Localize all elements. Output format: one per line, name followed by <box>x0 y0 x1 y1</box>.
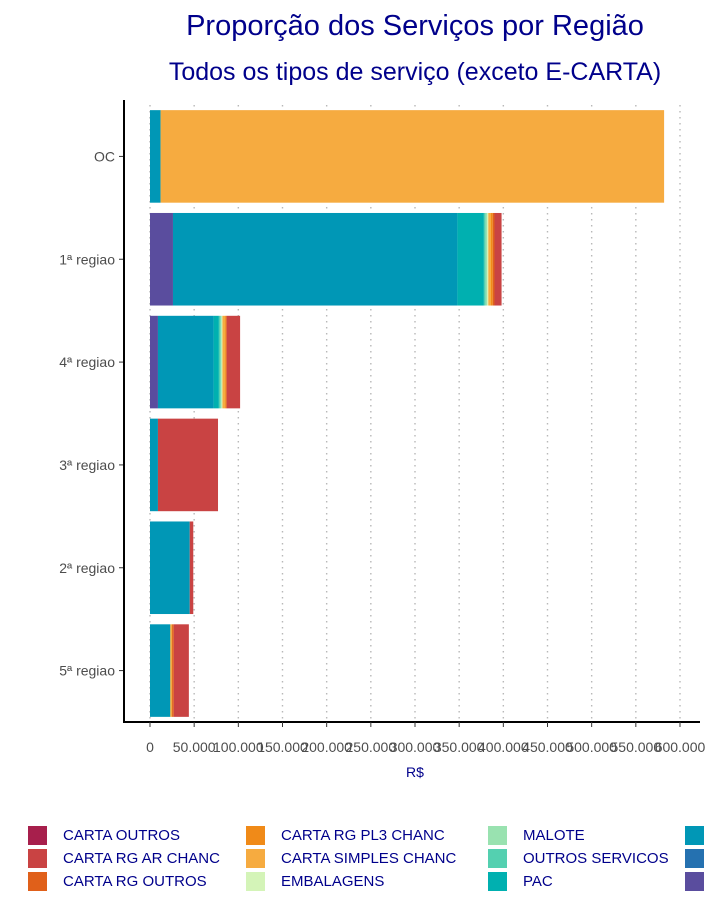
legend-label: CARTA RG OUTROS <box>63 873 207 890</box>
y-tick-label: 3ª regiao <box>59 457 115 473</box>
bars <box>150 110 665 717</box>
bar-segment <box>213 315 219 409</box>
x-axis-label: R$ <box>406 764 424 780</box>
bar-segment <box>170 624 173 717</box>
x-tick-label: 150.000 <box>257 739 308 755</box>
legend-swatch <box>246 849 265 868</box>
legend-label: CARTA SIMPLES CHANC <box>281 850 457 867</box>
bar-segment <box>150 212 173 306</box>
bar-segment <box>150 521 190 615</box>
bar-segment <box>457 212 484 306</box>
bar-segment <box>160 110 665 203</box>
x-tick-label: 400.000 <box>478 739 529 755</box>
legend-label: CARTA RG PL3 CHANC <box>281 827 445 844</box>
bar-segment <box>486 212 489 306</box>
bar-segment <box>157 418 219 512</box>
legend-label: PAC <box>523 873 553 890</box>
bar-segment <box>225 315 227 409</box>
bar-segment <box>150 315 158 409</box>
legend-label: EMBALAGENS <box>281 873 385 890</box>
bar-segment <box>220 315 222 409</box>
y-tick-label: 1ª regiao <box>59 251 115 267</box>
legend-swatch <box>28 826 47 845</box>
bar-segment <box>494 212 502 306</box>
legend-swatch <box>488 849 507 868</box>
x-tick-label: 200.000 <box>301 739 352 755</box>
bar-segment <box>218 315 221 409</box>
bar-segment <box>150 110 161 203</box>
legend-swatch <box>685 826 704 845</box>
bar-segment <box>225 315 226 409</box>
legend-swatch <box>28 849 47 868</box>
x-tick-label: 0 <box>146 739 154 755</box>
y-tick-label: 2ª regiao <box>59 560 115 576</box>
legend-swatch <box>246 826 265 845</box>
chart-title: Proporção dos Serviços por Região <box>186 10 644 42</box>
x-tick-label: 300.000 <box>390 739 441 755</box>
bar-segment <box>150 418 158 512</box>
bar-segment <box>226 315 241 409</box>
bar-segment <box>221 315 223 409</box>
legend-label: OUTROS SERVICOS <box>523 850 669 867</box>
legend-label: CARTA OUTROS <box>63 827 180 844</box>
legend-swatch <box>488 872 507 891</box>
bar-segment <box>490 212 493 306</box>
legend-swatch <box>685 872 704 891</box>
x-tick-label: 550.000 <box>611 739 662 755</box>
x-tick-label: 450.000 <box>522 739 573 755</box>
y-axis: OC 1ª regiao 4ª regiao 3ª regiao 2ª regiao 5ª… <box>59 100 125 723</box>
x-tick-label: 500.000 <box>566 739 617 755</box>
bar-segment <box>488 212 491 306</box>
y-tick-label: 4ª regiao <box>59 354 115 370</box>
bar-segment <box>492 212 495 306</box>
legend-swatch <box>246 872 265 891</box>
x-tick-label: 350.000 <box>434 739 485 755</box>
bar-segment <box>172 212 458 306</box>
bar-segment <box>222 315 226 409</box>
y-tick-label: OC <box>94 148 115 164</box>
plot-area: OC 1ª regiao 4ª regiao 3ª regiao 2ª regiao 5ª… <box>59 100 706 780</box>
legend-swatch <box>685 849 704 868</box>
x-tick-label: 250.000 <box>346 739 397 755</box>
x-tick-label: 50.000 <box>173 739 216 755</box>
bar-segment <box>150 624 171 717</box>
bar-segment <box>485 212 487 306</box>
legend-swatch <box>488 826 507 845</box>
chart-subtitle: Todos os tipos de serviço (exceto E-CART… <box>168 58 662 86</box>
bar-segment <box>483 212 486 306</box>
x-axis: 0 50.000100.000150.000200.000250.000300.0… <box>124 721 706 755</box>
y-tick-label: 5ª regiao <box>59 663 115 679</box>
bar-segment <box>157 315 214 409</box>
bar-segment <box>172 624 174 717</box>
legend-label: MALOTE <box>523 827 585 844</box>
x-tick-label: 600.000 <box>655 739 706 755</box>
gridlines <box>149 105 681 722</box>
legend-swatch <box>28 872 47 891</box>
bar-segment <box>173 624 189 717</box>
legend: CARTA OUTROS CARTA RG AR CHANC CARTA RG OU… <box>28 826 718 896</box>
x-tick-label: 100.000 <box>213 739 264 755</box>
legend-label: CARTA RG AR CHANC <box>63 850 220 867</box>
bar-segment <box>189 521 194 615</box>
